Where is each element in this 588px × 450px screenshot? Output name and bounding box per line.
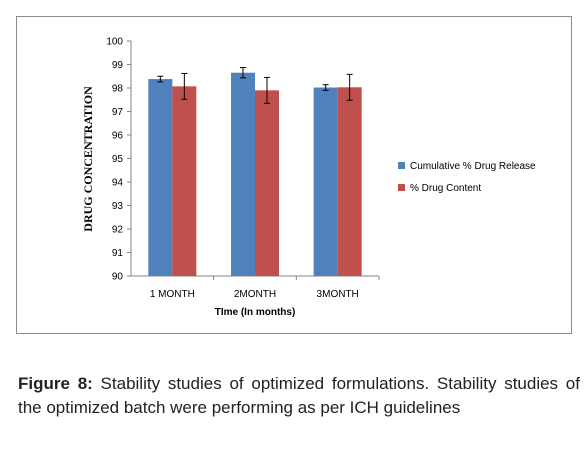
bar-drug-release <box>313 87 338 276</box>
x-tick-label: 1 MONTH <box>150 289 195 300</box>
bar-drug-release <box>148 79 173 276</box>
x-axis-title: TIme (In months) <box>215 307 296 318</box>
y-tick-label: 93 <box>112 201 124 212</box>
bar-drug-content <box>255 90 279 276</box>
y-tick-label: 98 <box>112 84 124 95</box>
bar-chart: 90 91 92 93 94 95 96 97 98 99 100 1 MONTH 2MONTH 3MON… <box>81 37 536 319</box>
y-axis-title: DRUG CONCENTRATION <box>81 86 95 232</box>
bar-drug-content <box>337 87 362 276</box>
y-tick-label: 92 <box>112 225 124 236</box>
bar-drug-release <box>231 72 255 276</box>
y-tick-label: 91 <box>112 248 124 259</box>
y-tick-label: 99 <box>112 60 124 71</box>
caption-label: Figure 8: <box>18 374 93 393</box>
x-tick-label: 3MONTH <box>317 289 359 300</box>
y-tick-label: 90 <box>112 272 124 283</box>
legend-swatch <box>398 162 405 169</box>
bar-drug-content <box>172 86 197 276</box>
x-tick-label: 2MONTH <box>234 289 276 300</box>
legend-label: % Drug Content <box>410 183 481 194</box>
y-tick-label: 95 <box>112 154 124 165</box>
legend-swatch <box>398 184 405 191</box>
legend-label: Cumulative % Drug Release <box>410 161 536 172</box>
figure-caption: Figure 8: Stability studies of optimized… <box>18 372 580 420</box>
y-tick-label: 96 <box>112 131 124 142</box>
y-tick-label: 100 <box>106 37 123 48</box>
chart-frame: 90 91 92 93 94 95 96 97 98 99 100 1 MONTH 2MONTH 3MON… <box>16 16 572 334</box>
y-tick-label: 97 <box>112 107 124 118</box>
y-tick-label: 94 <box>112 178 124 189</box>
caption-text: Stability studies of optimized formulati… <box>18 374 580 417</box>
